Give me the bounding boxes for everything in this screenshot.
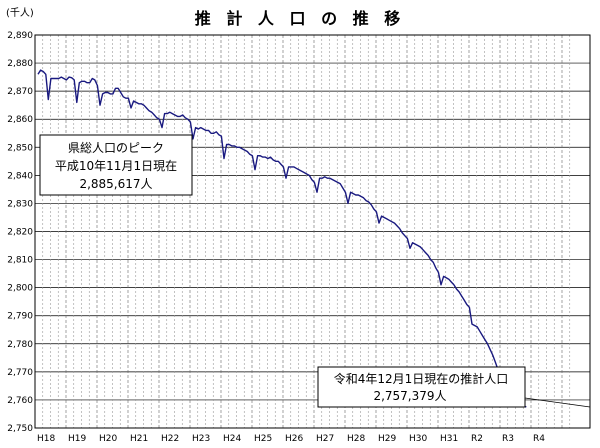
latest-callout-line-2: 2,757,379人	[373, 389, 446, 403]
latest-callout-box	[317, 366, 526, 408]
x-tick-label: H25	[254, 434, 272, 444]
x-tick-label: H24	[223, 434, 241, 444]
latest-callout-line-1: 令和4年12月1日現在の推計人口	[334, 371, 509, 386]
series-line	[37, 69, 527, 408]
y-tick-label: 2,790	[7, 312, 33, 322]
latest-callout: 令和4年12月1日現在の推計人口 2,757,379人	[317, 366, 591, 408]
y-tick-label: 2,880	[7, 59, 33, 69]
x-tick-label: R4	[533, 434, 545, 444]
y-tick-label: 2,800	[7, 284, 33, 294]
peak-callout-box	[39, 134, 193, 196]
latest-callout-pointer	[524, 397, 591, 408]
peak-callout-line-1: 県総人口のピーク	[68, 141, 164, 155]
y-tick-label: 2,760	[7, 396, 33, 406]
y-tick-label: 2,830	[7, 199, 33, 209]
x-tick-label: H22	[161, 434, 179, 444]
grid	[35, 35, 590, 428]
y-tick-label: 2,780	[7, 340, 33, 350]
y-tick-label: 2,750	[7, 424, 33, 434]
x-tick-label: H19	[68, 434, 86, 444]
y-tick-label: 2,810	[7, 256, 33, 266]
x-tick-label: H23	[192, 434, 210, 444]
y-tick-label: 2,820	[7, 228, 33, 238]
population-series	[37, 69, 527, 408]
chart-title: 推 計 人 口 の 推 移	[195, 9, 405, 28]
y-tick-label: 2,840	[7, 171, 33, 181]
x-tick-label: H27	[316, 434, 334, 444]
x-axis-ticks: H18 H19 H20 H21 H22 H23 H24 H25 H26 H27 H28 H29 H30 H…	[37, 434, 545, 444]
x-tick-label: H21	[130, 434, 148, 444]
x-tick-label: H30	[409, 434, 427, 444]
peak-callout-line-3: 2,885,617人	[79, 177, 152, 191]
x-tick-label: H31	[440, 434, 458, 444]
y-tick-label: 2,770	[7, 368, 33, 378]
x-tick-label: R3	[502, 434, 514, 444]
y-tick-label: 2,890	[7, 31, 33, 41]
plot-area	[34, 34, 591, 429]
peak-callout-line-2: 平成10年11月1日現在	[55, 159, 177, 173]
x-tick-label: R2	[471, 434, 483, 444]
x-tick-label: H29	[378, 434, 396, 444]
x-tick-label: H26	[285, 434, 303, 444]
x-tick-label: H18	[37, 434, 55, 444]
y-tick-label: 2,860	[7, 115, 33, 125]
x-tick-label: H28	[347, 434, 365, 444]
y-unit-label: (千人)	[6, 7, 34, 19]
x-tick-label: H20	[99, 434, 117, 444]
y-axis-ticks: 2,750 2,760 2,770 2,780 2,790 2,800 2,810 2,820…	[7, 31, 33, 434]
y-tick-label: 2,850	[7, 143, 33, 153]
peak-callout: 県総人口のピーク 平成10年11月1日現在 2,885,617人	[39, 134, 193, 196]
y-tick-label: 2,870	[7, 87, 33, 97]
